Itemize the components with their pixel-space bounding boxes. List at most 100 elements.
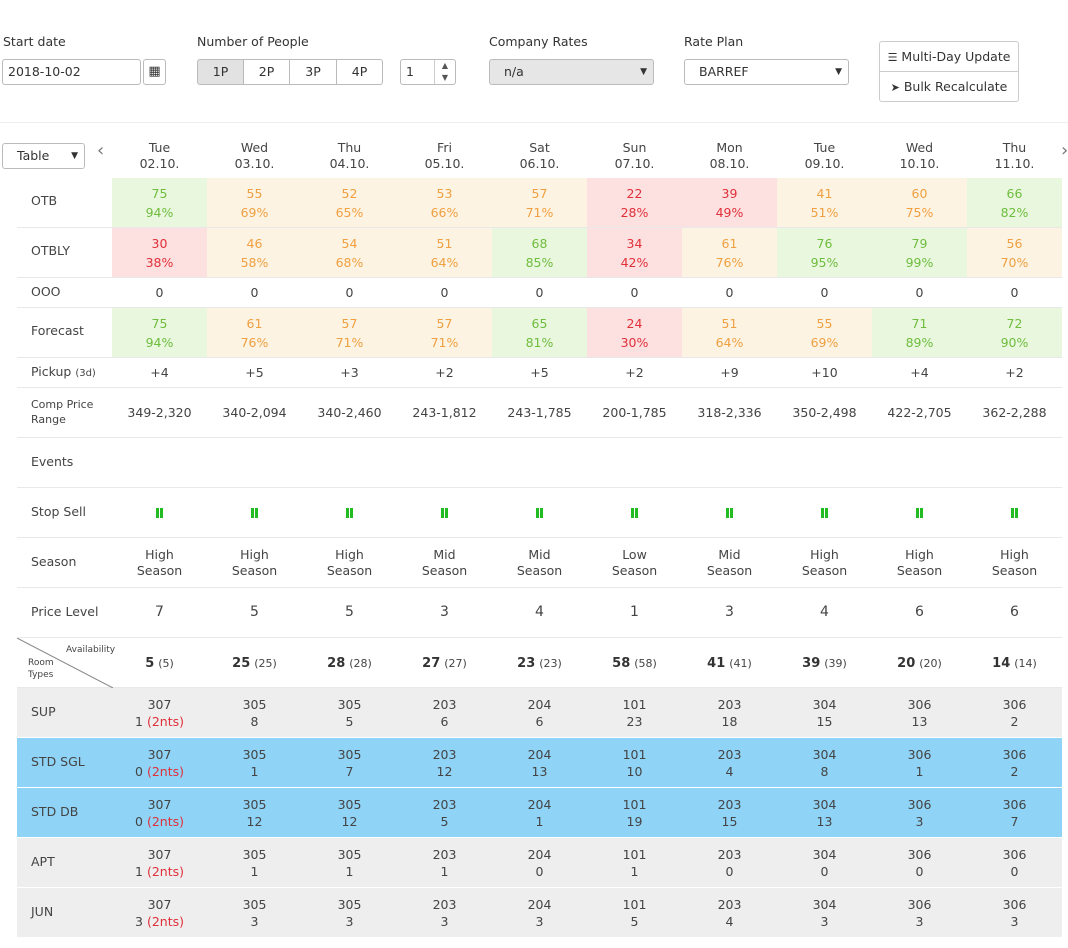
grid-cell[interactable]: 25 (25) <box>207 638 302 687</box>
grid-cell[interactable]: 51 64% <box>397 228 492 277</box>
people-count-input[interactable]: 1 <box>400 59 456 85</box>
grid-cell[interactable]: 203 15 <box>682 788 777 837</box>
grid-cell[interactable]: 307 0 (2nts) <box>112 788 207 837</box>
grid-cell[interactable]: 304 15 <box>777 688 872 737</box>
grid-cell[interactable]: 101 10 <box>587 738 682 787</box>
grid-cell[interactable] <box>872 488 967 537</box>
grid-cell[interactable]: 54 68% <box>302 228 397 277</box>
grid-cell[interactable]: 0 <box>397 278 492 307</box>
grid-cell[interactable]: 7 <box>112 588 207 637</box>
grid-cell[interactable]: 306 0 <box>967 838 1062 887</box>
grid-cell[interactable]: 203 0 <box>682 838 777 887</box>
grid-cell[interactable]: 53 66% <box>397 178 492 227</box>
date-header[interactable]: Fri 05.10. <box>397 140 492 172</box>
grid-cell[interactable]: 0 <box>302 278 397 307</box>
grid-cell[interactable]: 307 3 (2nts) <box>112 888 207 937</box>
grid-cell[interactable]: 305 12 <box>207 788 302 837</box>
grid-cell[interactable]: +2 <box>967 358 1062 387</box>
grid-cell[interactable]: 24 30% <box>587 308 682 357</box>
grid-cell[interactable]: 51 64% <box>682 308 777 357</box>
grid-cell[interactable]: 5 <box>302 588 397 637</box>
grid-cell[interactable]: 307 1 (2nts) <box>112 688 207 737</box>
grid-cell[interactable]: 4 <box>777 588 872 637</box>
grid-cell[interactable]: 305 12 <box>302 788 397 837</box>
grid-cell[interactable]: 0 <box>112 278 207 307</box>
grid-cell[interactable]: 422-2,705 <box>872 388 967 437</box>
grid-cell[interactable]: 203 3 <box>397 888 492 937</box>
grid-cell[interactable]: Low Season <box>587 538 682 587</box>
grid-cell[interactable]: 204 0 <box>492 838 587 887</box>
grid-cell[interactable] <box>777 488 872 537</box>
grid-cell[interactable] <box>397 488 492 537</box>
grid-cell[interactable]: Mid Season <box>682 538 777 587</box>
grid-cell[interactable]: +5 <box>492 358 587 387</box>
date-header[interactable]: Tue 09.10. <box>777 140 872 172</box>
grid-cell[interactable] <box>112 488 207 537</box>
date-header[interactable]: Sat 06.10. <box>492 140 587 172</box>
grid-cell[interactable] <box>492 488 587 537</box>
grid-cell[interactable]: 39 49% <box>682 178 777 227</box>
grid-cell[interactable]: 306 3 <box>967 888 1062 937</box>
grid-cell[interactable]: 200-1,785 <box>587 388 682 437</box>
grid-cell[interactable]: 60 75% <box>872 178 967 227</box>
grid-cell[interactable]: 41 (41) <box>682 638 777 687</box>
grid-cell[interactable]: 305 3 <box>302 888 397 937</box>
grid-cell[interactable]: +9 <box>682 358 777 387</box>
grid-cell[interactable]: 66 82% <box>967 178 1062 227</box>
grid-cell[interactable]: 204 6 <box>492 688 587 737</box>
grid-cell[interactable]: 41 51% <box>777 178 872 227</box>
grid-cell[interactable]: 55 69% <box>777 308 872 357</box>
calendar-icon[interactable]: ▦ <box>143 59 166 85</box>
grid-cell[interactable]: High Season <box>302 538 397 587</box>
stepper-arrows-icon[interactable]: ▲ ▼ <box>434 60 455 84</box>
people-3p-button[interactable]: 3P <box>289 59 337 85</box>
grid-cell[interactable]: +2 <box>397 358 492 387</box>
grid-cell[interactable]: 61 76% <box>207 308 302 357</box>
grid-cell[interactable]: 58 (58) <box>587 638 682 687</box>
next-arrow-icon[interactable]: › <box>1061 140 1068 161</box>
people-4p-button[interactable]: 4P <box>336 59 383 85</box>
grid-cell[interactable]: 5 <box>207 588 302 637</box>
grid-cell[interactable]: 65 81% <box>492 308 587 357</box>
grid-cell[interactable]: 6 <box>872 588 967 637</box>
grid-cell[interactable]: 6 <box>967 588 1062 637</box>
grid-cell[interactable]: 1 <box>587 588 682 637</box>
grid-cell[interactable]: 3 <box>682 588 777 637</box>
grid-cell[interactable]: 34 42% <box>587 228 682 277</box>
grid-cell[interactable]: 204 1 <box>492 788 587 837</box>
grid-cell[interactable]: 305 3 <box>207 888 302 937</box>
grid-cell[interactable]: 243-1,812 <box>397 388 492 437</box>
grid-cell[interactable]: 22 28% <box>587 178 682 227</box>
grid-cell[interactable]: 203 4 <box>682 738 777 787</box>
grid-cell[interactable]: 243-1,785 <box>492 388 587 437</box>
grid-cell[interactable] <box>967 488 1062 537</box>
grid-cell[interactable]: 71 89% <box>872 308 967 357</box>
grid-cell[interactable]: 204 3 <box>492 888 587 937</box>
grid-cell[interactable]: 350-2,498 <box>777 388 872 437</box>
grid-cell[interactable]: 305 1 <box>302 838 397 887</box>
grid-cell[interactable]: 203 12 <box>397 738 492 787</box>
grid-cell[interactable]: 306 0 <box>872 838 967 887</box>
grid-cell[interactable]: 304 8 <box>777 738 872 787</box>
date-header[interactable]: Thu 11.10. <box>967 140 1062 172</box>
company-rates-select[interactable]: n/a ▼ <box>489 59 654 85</box>
grid-cell[interactable]: 0 <box>587 278 682 307</box>
grid-cell[interactable]: 30 38% <box>112 228 207 277</box>
grid-cell[interactable]: 27 (27) <box>397 638 492 687</box>
grid-cell[interactable]: 39 (39) <box>777 638 872 687</box>
grid-cell[interactable]: 75 94% <box>112 308 207 357</box>
grid-cell[interactable]: 76 95% <box>777 228 872 277</box>
grid-cell[interactable]: 4 <box>492 588 587 637</box>
grid-cell[interactable]: 340-2,460 <box>302 388 397 437</box>
grid-cell[interactable]: 52 65% <box>302 178 397 227</box>
grid-cell[interactable]: 305 7 <box>302 738 397 787</box>
grid-cell[interactable]: 68 85% <box>492 228 587 277</box>
grid-cell[interactable]: 5 (5) <box>112 638 207 687</box>
grid-cell[interactable]: +4 <box>112 358 207 387</box>
people-2p-button[interactable]: 2P <box>243 59 290 85</box>
bulk-recalculate-button[interactable]: ➤ Bulk Recalculate <box>879 71 1019 102</box>
grid-cell[interactable] <box>587 488 682 537</box>
grid-cell[interactable]: 362-2,288 <box>967 388 1062 437</box>
grid-cell[interactable]: High Season <box>207 538 302 587</box>
grid-cell[interactable]: 318-2,336 <box>682 388 777 437</box>
